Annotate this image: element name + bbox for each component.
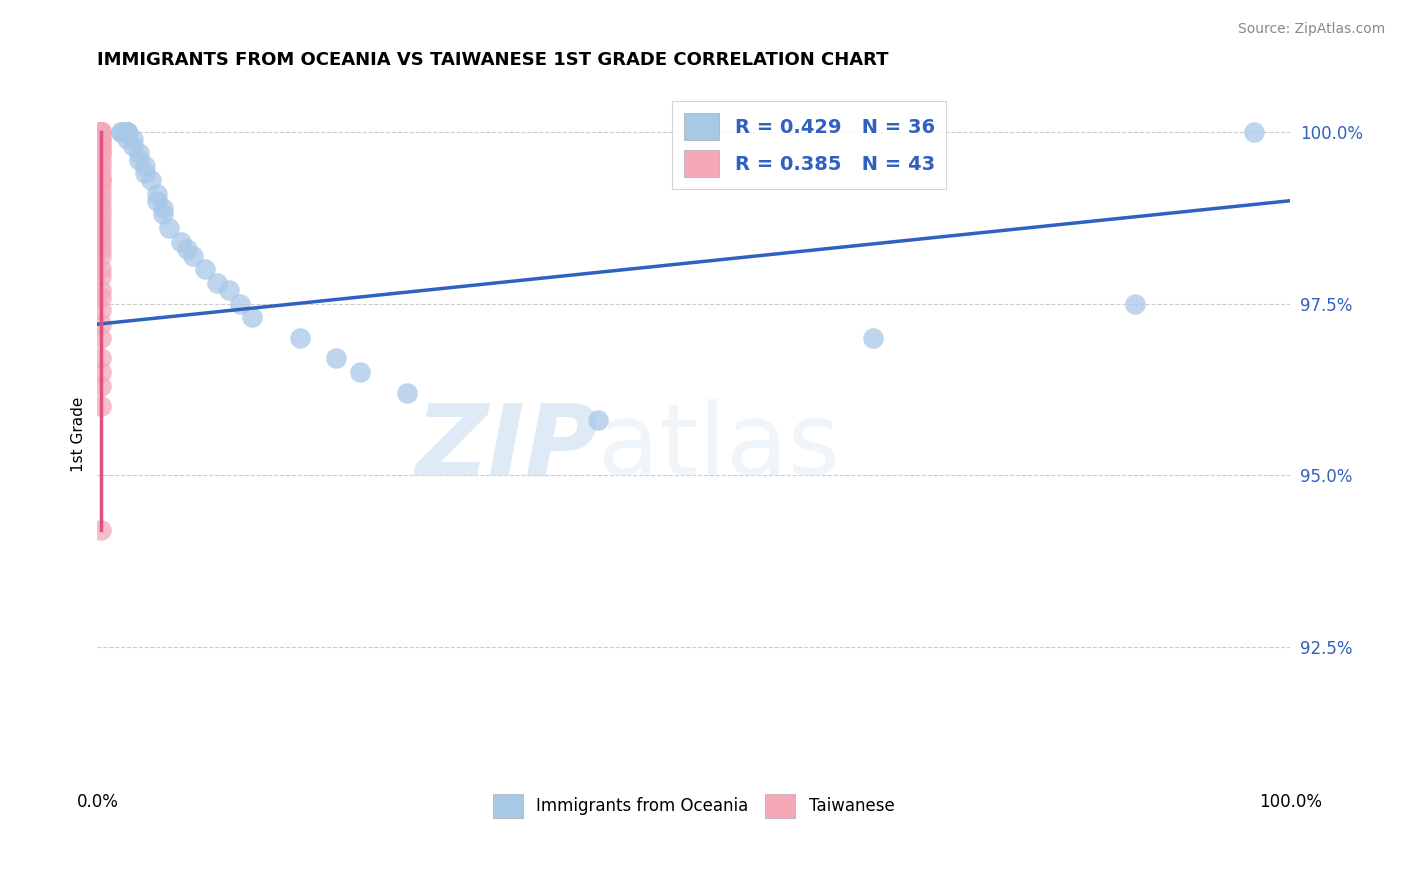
Point <box>115 132 138 146</box>
Point <box>152 201 174 215</box>
Point <box>90 173 112 187</box>
Point <box>288 331 311 345</box>
Point <box>90 379 112 393</box>
Point <box>90 166 112 180</box>
Point <box>90 242 112 256</box>
Point <box>90 317 112 331</box>
Point <box>128 145 150 160</box>
Point <box>90 180 112 194</box>
Point <box>90 125 112 139</box>
Point <box>90 283 112 297</box>
Point <box>90 125 112 139</box>
Text: ZIP: ZIP <box>415 400 599 497</box>
Point <box>90 125 112 139</box>
Point <box>128 153 150 167</box>
Point <box>588 413 610 427</box>
Text: IMMIGRANTS FROM OCEANIA VS TAIWANESE 1ST GRADE CORRELATION CHART: IMMIGRANTS FROM OCEANIA VS TAIWANESE 1ST… <box>97 51 889 69</box>
Point <box>90 249 112 263</box>
Point <box>146 186 169 201</box>
Point <box>218 283 240 297</box>
Point <box>146 194 169 208</box>
Point <box>90 331 112 345</box>
Point <box>349 365 371 379</box>
Point <box>110 125 132 139</box>
Point <box>90 139 112 153</box>
Point <box>90 201 112 215</box>
Point <box>90 125 112 139</box>
Point <box>90 400 112 414</box>
Point <box>90 145 112 160</box>
Point <box>90 125 112 139</box>
Point <box>90 290 112 304</box>
Point <box>157 221 180 235</box>
Point <box>122 139 145 153</box>
Point <box>181 249 204 263</box>
Point <box>242 310 264 325</box>
Point <box>90 235 112 249</box>
Point <box>90 227 112 242</box>
Point <box>170 235 193 249</box>
Point <box>90 173 112 187</box>
Point <box>90 194 112 208</box>
Point <box>90 221 112 235</box>
Point <box>1243 125 1265 139</box>
Point <box>90 153 112 167</box>
Point <box>229 296 252 310</box>
Point <box>90 207 112 221</box>
Point <box>139 173 162 187</box>
Point <box>90 262 112 277</box>
Point <box>205 276 228 290</box>
Point <box>122 132 145 146</box>
Point <box>90 303 112 318</box>
Point <box>90 125 112 139</box>
Legend: Immigrants from Oceania, Taiwanese: Immigrants from Oceania, Taiwanese <box>486 788 901 824</box>
Point <box>90 269 112 284</box>
Point <box>90 365 112 379</box>
Point <box>134 160 156 174</box>
Point <box>110 125 132 139</box>
Point <box>90 351 112 366</box>
Point <box>115 125 138 139</box>
Point <box>115 125 138 139</box>
Point <box>152 207 174 221</box>
Point <box>1123 296 1146 310</box>
Point <box>325 351 347 366</box>
Point <box>115 125 138 139</box>
Point <box>90 125 112 139</box>
Point <box>90 125 112 139</box>
Point <box>115 125 138 139</box>
Point <box>862 331 884 345</box>
Point <box>176 242 198 256</box>
Point <box>90 523 112 537</box>
Point <box>194 262 217 277</box>
Point <box>90 186 112 201</box>
Text: atlas: atlas <box>599 400 839 497</box>
Point <box>134 166 156 180</box>
Y-axis label: 1st Grade: 1st Grade <box>72 396 86 472</box>
Text: Source: ZipAtlas.com: Source: ZipAtlas.com <box>1237 22 1385 37</box>
Point <box>90 132 112 146</box>
Point <box>90 160 112 174</box>
Point <box>90 145 112 160</box>
Point <box>90 132 112 146</box>
Point <box>90 125 112 139</box>
Point <box>396 385 419 400</box>
Point <box>115 125 138 139</box>
Point <box>90 139 112 153</box>
Point <box>90 214 112 228</box>
